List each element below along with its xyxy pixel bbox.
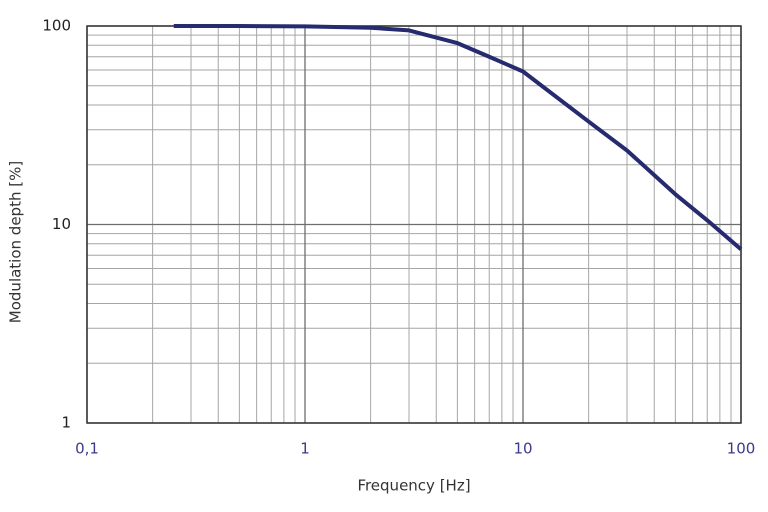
x-tick-label: 0,1 [75, 440, 99, 458]
x-tick-label: 1 [300, 440, 310, 458]
y-tick-label: 100 [42, 17, 71, 35]
y-tick-label: 1 [61, 414, 71, 432]
plot-frame [86, 25, 742, 424]
y-axis-label: Modulation depth [%] [7, 161, 25, 323]
x-tick-label: 10 [513, 440, 532, 458]
y-tick-label: 10 [52, 215, 71, 233]
x-axis-label: Frequency [Hz] [357, 477, 470, 495]
line [173, 24, 743, 251]
x-tick-label: 100 [727, 440, 756, 458]
